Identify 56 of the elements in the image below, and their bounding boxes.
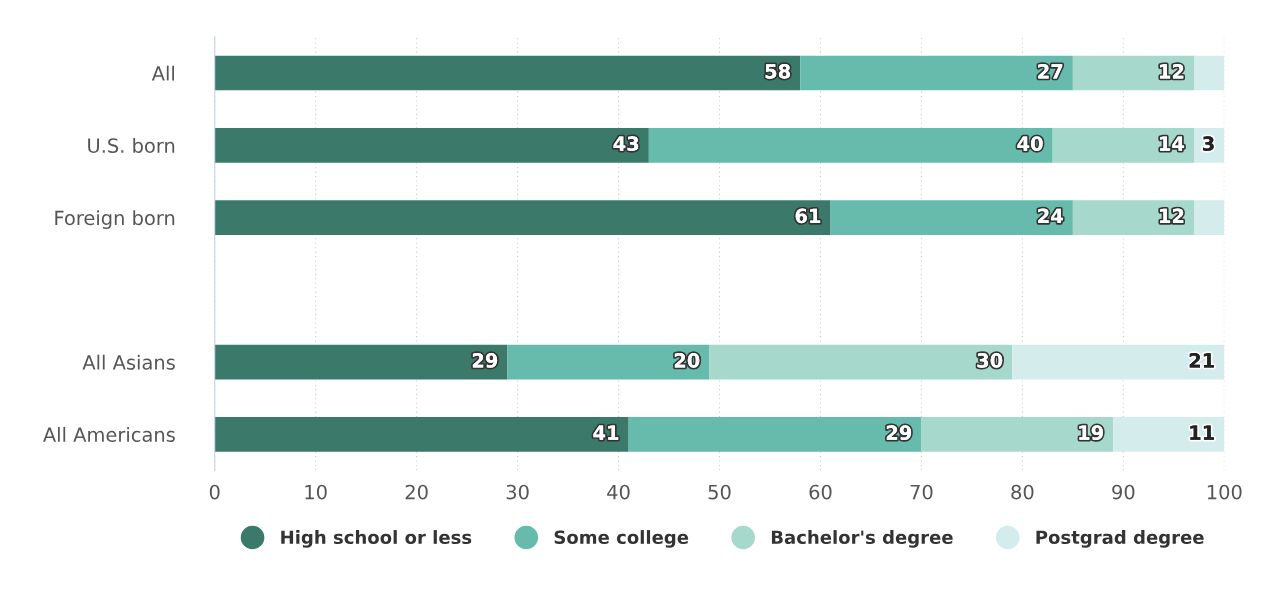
- bar: [507, 344, 710, 380]
- bar: [1194, 55, 1225, 91]
- y-tick-label: All: [151, 65, 174, 81]
- x-tick-label: 70: [910, 484, 933, 500]
- x-tick-label: 90: [1112, 484, 1135, 500]
- bar: [1072, 200, 1195, 235]
- data-label: 58: [765, 63, 790, 79]
- data-label: 30: [977, 353, 1003, 368]
- y-tick-label: All Asians: [82, 354, 175, 370]
- bar: [709, 344, 1013, 380]
- bar: [214, 127, 649, 163]
- data-label: 19: [1079, 425, 1103, 440]
- data-label: 27: [1038, 63, 1063, 79]
- x-tick-label: 10: [305, 484, 327, 500]
- x-tick-label: 60: [809, 484, 832, 500]
- bar: [628, 417, 922, 452]
- data-label: 3: [1203, 136, 1214, 151]
- data-label: 14: [1160, 136, 1185, 151]
- legend-label: Bachelor's degree: [771, 530, 953, 548]
- bar: [1113, 417, 1225, 452]
- y-tick-label: U.S. born: [88, 137, 175, 153]
- data-label: 29: [472, 353, 498, 368]
- legend-label: Some college: [554, 530, 689, 548]
- data-label: 40: [1017, 136, 1043, 151]
- data-label: 41: [593, 425, 619, 440]
- data-label: 20: [674, 353, 700, 368]
- data-label: 29: [886, 425, 912, 440]
- bar: [921, 417, 1114, 452]
- bar: [214, 55, 801, 91]
- data-label: 12: [1160, 208, 1184, 223]
- bar: [1012, 344, 1225, 380]
- bar: [800, 55, 1073, 91]
- data-label: 24: [1038, 208, 1063, 223]
- legend-label: High school or less: [281, 530, 472, 548]
- x-tick-label: 0: [209, 484, 220, 500]
- bar: [214, 200, 831, 235]
- data-label: 11: [1190, 425, 1214, 440]
- data-label: 21: [1189, 353, 1214, 368]
- x-tick-label: 20: [405, 484, 428, 500]
- x-tick-label: 40: [607, 484, 630, 500]
- data-label: 61: [795, 208, 821, 224]
- x-tick-label: 50: [708, 484, 731, 500]
- bar: [1194, 200, 1225, 235]
- x-tick-label: 100: [1207, 484, 1242, 500]
- y-tick-label: All Americans: [43, 426, 175, 443]
- bar: [830, 200, 1073, 235]
- legend-label: Postgrad degree: [1036, 530, 1204, 548]
- x-tick-label: 80: [1011, 484, 1034, 500]
- bar: [648, 127, 1053, 163]
- bar: [214, 344, 508, 380]
- bar: [1052, 127, 1195, 163]
- data-label: 43: [613, 136, 639, 151]
- data-label: 12: [1160, 63, 1184, 79]
- y-tick-label: Foreign born: [55, 210, 175, 229]
- x-tick-label: 30: [506, 484, 529, 500]
- bar: [214, 417, 629, 452]
